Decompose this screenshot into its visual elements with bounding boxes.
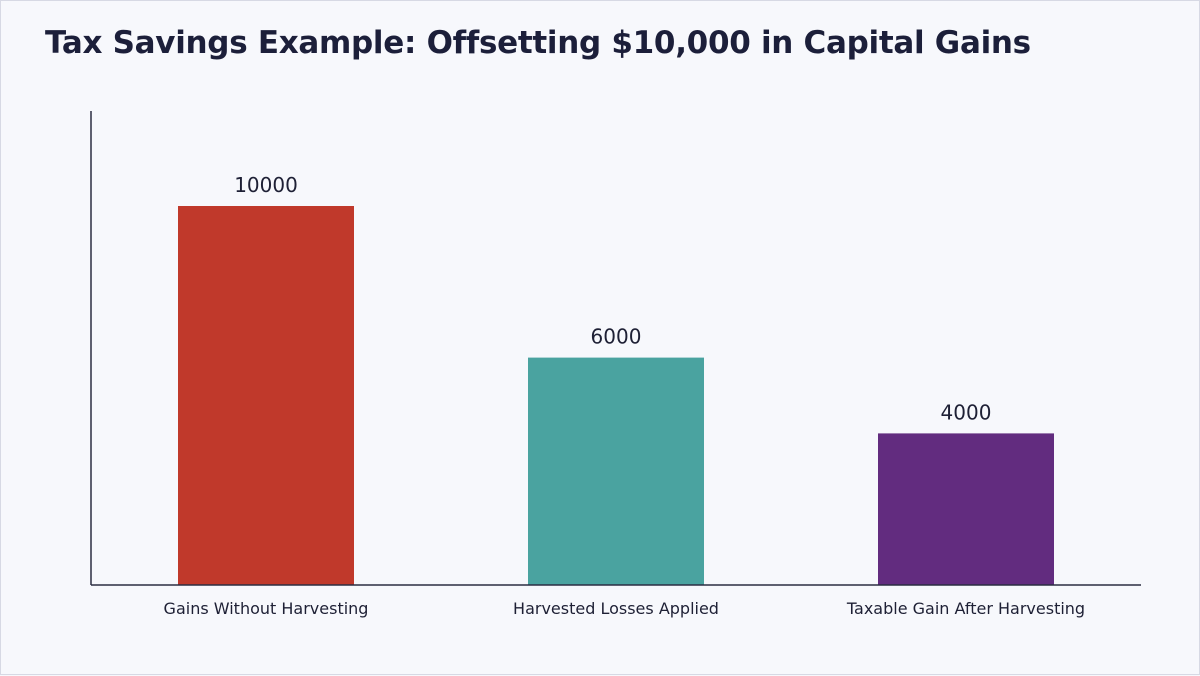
bar-3 [878, 433, 1054, 585]
bar-1 [178, 206, 354, 585]
data-label-3: 4000 [941, 400, 992, 424]
bar-2 [528, 357, 704, 585]
x-tick-label-2: Harvested Losses Applied [513, 599, 719, 618]
bars-layer [178, 206, 1054, 585]
chart-title: Tax Savings Example: Offsetting $10,000 … [45, 25, 1031, 61]
data-label-1: 10000 [234, 173, 298, 197]
data-label-2: 6000 [591, 325, 642, 349]
x-tick-labels-layer: Gains Without Harvesting Harvested Losses… [164, 599, 1086, 618]
x-tick-label-3: Taxable Gain After Harvesting [846, 599, 1085, 618]
data-labels-layer: 10000 6000 4000 [234, 173, 991, 424]
x-tick-label-1: Gains Without Harvesting [164, 599, 369, 618]
